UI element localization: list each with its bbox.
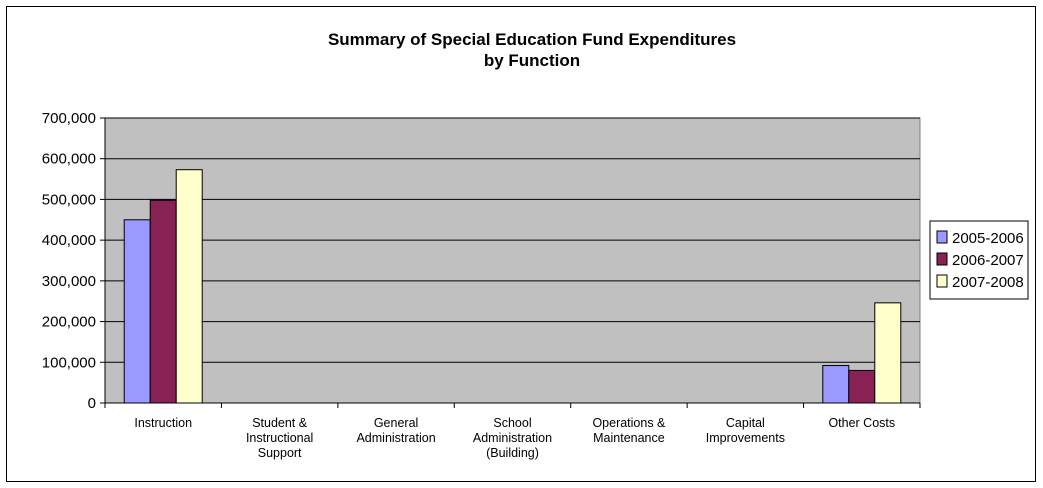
y-tick-label: 0	[88, 395, 96, 412]
x-category-label: Maintenance	[593, 431, 665, 445]
legend-swatch	[936, 252, 948, 266]
bar	[874, 302, 902, 404]
x-category-label: Other Costs	[828, 416, 895, 430]
bar	[175, 169, 203, 404]
legend-label: 2006-2007	[952, 252, 1024, 269]
legend-swatch	[936, 274, 948, 288]
chart-title-line: Summary of Special Education Fund Expend…	[328, 30, 736, 49]
y-tick-label: 700,000	[42, 110, 96, 127]
x-category-label: Instruction	[134, 416, 192, 430]
legend-label: 2007-2008	[952, 274, 1024, 291]
chart-title-line: by Function	[484, 51, 580, 70]
bar	[123, 219, 151, 404]
x-category-label: Instructional	[246, 431, 313, 445]
legend-swatch	[936, 230, 948, 244]
x-category-label: Student &	[252, 416, 308, 430]
y-tick-label: 500,000	[42, 191, 96, 208]
x-category-label: School	[493, 416, 531, 430]
x-category-label: Administration	[356, 431, 435, 445]
y-tick-label: 600,000	[42, 151, 96, 168]
x-category-label: (Building)	[486, 446, 539, 460]
y-tick-label: 100,000	[42, 354, 96, 371]
x-category-label: Capital	[726, 416, 765, 430]
x-category-label: Support	[258, 446, 302, 460]
plot-area	[104, 117, 921, 404]
y-tick-label: 300,000	[42, 273, 96, 290]
bar	[822, 365, 850, 404]
legend-label: 2005-2006	[952, 230, 1024, 247]
x-category-label: Improvements	[706, 431, 785, 445]
x-category-label: Administration	[473, 431, 552, 445]
x-category-label: Operations &	[592, 416, 666, 430]
y-tick-label: 400,000	[42, 232, 96, 249]
bar	[149, 199, 177, 404]
bar	[848, 369, 876, 404]
y-tick-label: 200,000	[42, 314, 96, 331]
x-category-label: General	[374, 416, 418, 430]
